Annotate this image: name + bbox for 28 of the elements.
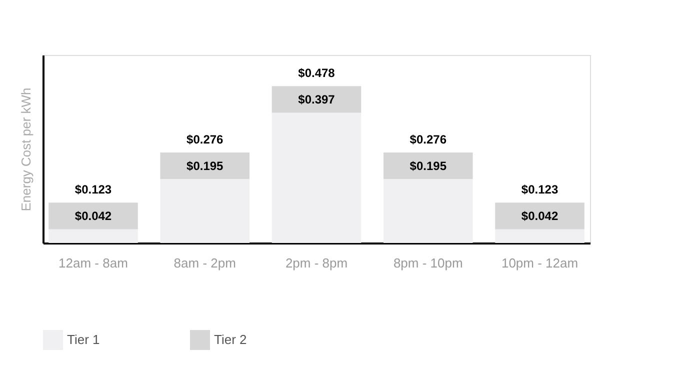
bar: [272, 112, 362, 243]
bar: [272, 86, 362, 113]
total-label: $0.478: [298, 66, 336, 80]
bar: [48, 229, 138, 243]
bar: [160, 152, 250, 180]
data-label: $0.195: [410, 159, 447, 174]
y-axis-title: Energy Cost per kWh: [18, 88, 34, 212]
total-label: $0.276: [186, 132, 224, 146]
x-tick-label: 8pm - 10pm: [393, 256, 463, 270]
bar: [383, 179, 473, 243]
data-label: $0.397: [298, 92, 336, 107]
total-label: $0.276: [410, 132, 447, 146]
bar: [495, 229, 584, 243]
x-tick-label: 12am - 8am: [58, 256, 128, 270]
data-label: $0.042: [521, 209, 558, 224]
bar: [383, 152, 473, 180]
x-tick-label: 2pm - 8pm: [285, 256, 348, 270]
legend-label: Tier 1: [67, 332, 100, 347]
bar: [48, 202, 138, 230]
data-label: $0.195: [186, 159, 224, 174]
x-tick-label: 10pm - 12am: [501, 256, 578, 270]
x-tick-label: 8am - 2pm: [174, 256, 236, 270]
total-label: $0.123: [74, 182, 112, 197]
bar: [495, 202, 584, 230]
bar: [160, 179, 250, 243]
legend-label: Tier 2: [214, 332, 247, 347]
total-label: $0.123: [521, 182, 558, 197]
data-label: $0.042: [74, 209, 112, 224]
